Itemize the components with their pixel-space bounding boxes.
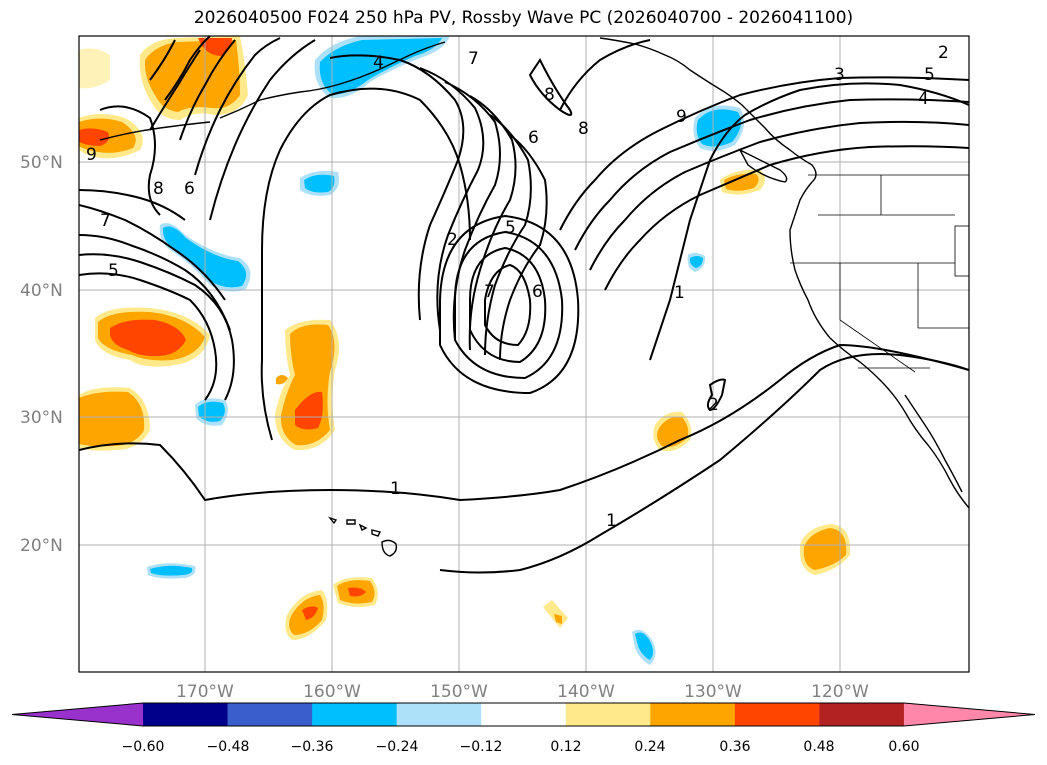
colorbar-swatch <box>481 703 567 726</box>
colorbar-tick-label: 0.12 <box>550 739 581 755</box>
contour-label: 7 <box>484 282 495 302</box>
contour-label: 4 <box>373 53 384 73</box>
lat-label: 40°N <box>20 281 63 301</box>
colorbar-swatch <box>396 703 482 726</box>
lon-label: 130°W <box>684 682 742 702</box>
lon-label: 140°W <box>557 682 615 702</box>
colorbar-swatch <box>312 703 398 726</box>
contour-label-group: 9 8 6 7 5 4 7 8 8 6 2 5 7 6 9 3 5 4 2 1 … <box>86 43 949 531</box>
colorbar-swatch <box>819 703 905 726</box>
lon-label: 160°W <box>303 682 361 702</box>
pv-contours <box>79 36 969 574</box>
colorbar-swatch <box>734 703 820 726</box>
contour-label: 7 <box>468 49 479 69</box>
contour-label: 7 <box>100 211 111 231</box>
colorbar-tick-label: −0.60 <box>122 739 165 755</box>
colorbar-outline <box>11 702 1036 727</box>
colorbar-tick-label: 0.48 <box>803 739 834 755</box>
contour-label: 8 <box>153 179 164 199</box>
contour-label: 5 <box>505 218 516 238</box>
colorbar-extend-min <box>12 703 143 726</box>
contour-label: 2 <box>708 395 719 415</box>
contour-label: 6 <box>532 282 543 302</box>
lon-label: 150°W <box>430 682 488 702</box>
colorbar-tick-label: −0.24 <box>376 739 419 755</box>
map-title: 2026040500 F024 250 hPa PV, Rossby Wave … <box>193 8 854 28</box>
contour-label: 1 <box>674 283 685 303</box>
colorbar-tick-label: −0.36 <box>291 739 334 755</box>
borders <box>790 174 969 373</box>
contour-label: 8 <box>544 85 555 105</box>
colorbar-swatch <box>650 703 736 726</box>
contour-label: 5 <box>108 261 119 281</box>
colorbar-tick-label: 0.24 <box>634 739 665 755</box>
coastlines <box>99 37 969 557</box>
contour-label: 3 <box>834 65 845 85</box>
contour-label: 1 <box>606 511 617 531</box>
contour-label: 6 <box>184 179 195 199</box>
colorbar-tick-label: −0.48 <box>207 739 250 755</box>
lon-label: 120°W <box>811 682 869 702</box>
lat-label: 30°N <box>20 408 63 428</box>
colorbar-swatch <box>565 703 651 726</box>
contour-label: 9 <box>86 145 97 165</box>
colorbar-swatch <box>227 703 313 726</box>
colorbar-tick-label: −0.12 <box>460 739 503 755</box>
contour-label: 6 <box>528 128 539 148</box>
longitude-labels: 170°W 160°W 150°W 140°W 130°W 120°W <box>176 682 869 702</box>
lon-label: 170°W <box>176 682 234 702</box>
contour-label: 4 <box>918 89 929 109</box>
colorbar-tick-label: 0.60 <box>888 739 919 755</box>
contour-label: 2 <box>447 230 458 250</box>
colorbar-swatch <box>143 703 229 726</box>
contour-label: 8 <box>578 119 589 139</box>
colorbar <box>11 702 1036 727</box>
colorbar-ticks: −0.60 −0.48 −0.36 −0.24 −0.12 0.12 0.24 … <box>122 739 920 755</box>
gridlines <box>79 36 969 672</box>
contour-label: 9 <box>676 107 687 127</box>
plot-area: 9 8 6 7 5 4 7 8 8 6 2 5 7 6 9 3 5 4 2 1 … <box>79 36 969 672</box>
contour-label: 1 <box>390 479 401 499</box>
plot-frame <box>78 35 970 673</box>
colorbar-tick-label: 0.36 <box>719 739 750 755</box>
colorbar-extend-max <box>903 703 1035 726</box>
lat-label: 20°N <box>20 536 63 556</box>
contour-label: 5 <box>924 65 935 85</box>
latitude-labels: 50°N 40°N 30°N 20°N <box>20 153 63 556</box>
contour-label: 2 <box>938 43 949 63</box>
pv-shading <box>79 36 851 665</box>
lat-label: 50°N <box>20 153 63 173</box>
